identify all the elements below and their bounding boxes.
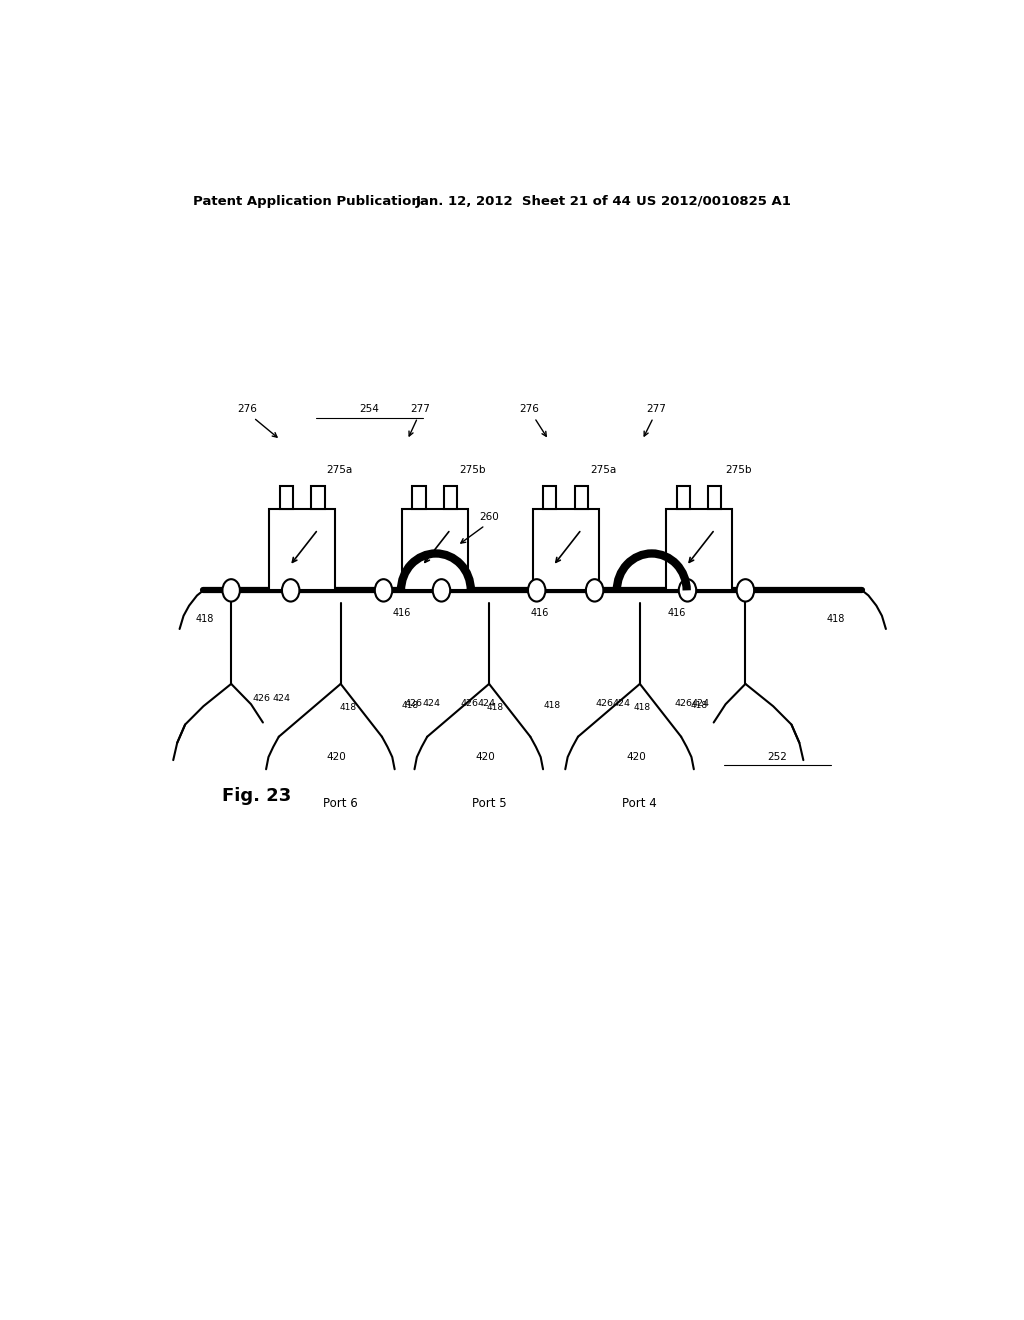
Text: 420: 420	[475, 752, 495, 762]
Text: 275b: 275b	[460, 466, 486, 475]
Bar	[311, 486, 325, 510]
Text: US 2012/0010825 A1: US 2012/0010825 A1	[636, 195, 791, 209]
Bar	[269, 510, 335, 590]
Text: Port 6: Port 6	[324, 797, 358, 810]
Text: 418: 418	[486, 704, 503, 713]
Text: 424: 424	[612, 700, 631, 709]
Bar	[532, 510, 599, 590]
Bar	[709, 486, 721, 510]
Text: 424: 424	[423, 700, 441, 709]
Text: 416: 416	[668, 607, 686, 618]
Text: 424: 424	[692, 700, 710, 709]
Circle shape	[679, 579, 696, 602]
Text: 426: 426	[252, 694, 270, 704]
Text: 420: 420	[327, 752, 346, 762]
Text: 260: 260	[479, 512, 499, 523]
Text: 424: 424	[272, 694, 290, 704]
Text: 416: 416	[393, 607, 412, 618]
Bar	[413, 486, 426, 510]
Text: Fig. 23: Fig. 23	[221, 787, 291, 804]
Bar	[401, 510, 468, 590]
Text: 418: 418	[401, 701, 418, 710]
Text: 424: 424	[478, 700, 496, 709]
Bar	[666, 510, 732, 590]
Text: 426: 426	[595, 700, 613, 709]
Circle shape	[528, 579, 546, 602]
Text: 275b: 275b	[725, 466, 752, 475]
Circle shape	[375, 579, 392, 602]
Text: Jan. 12, 2012  Sheet 21 of 44: Jan. 12, 2012 Sheet 21 of 44	[416, 195, 631, 209]
Circle shape	[586, 579, 603, 602]
Text: 275a: 275a	[591, 466, 616, 475]
Text: 277: 277	[646, 404, 666, 414]
Text: 252: 252	[767, 752, 787, 762]
Text: 420: 420	[626, 752, 646, 762]
Text: Port 5: Port 5	[472, 797, 507, 810]
Text: 418: 418	[826, 614, 845, 624]
Text: 416: 416	[530, 607, 549, 618]
Bar	[677, 486, 690, 510]
Bar	[574, 486, 588, 510]
Text: 418: 418	[340, 704, 357, 713]
Text: 426: 426	[675, 700, 692, 709]
Text: Patent Application Publication: Patent Application Publication	[194, 195, 421, 209]
Circle shape	[282, 579, 299, 602]
Text: 418: 418	[196, 614, 214, 624]
Bar	[444, 486, 457, 510]
Circle shape	[433, 579, 451, 602]
Text: 426: 426	[460, 700, 478, 709]
Text: 254: 254	[359, 404, 379, 414]
Text: 276: 276	[519, 404, 539, 414]
Text: 418: 418	[634, 704, 651, 713]
Text: 418: 418	[691, 701, 708, 710]
Bar	[544, 486, 556, 510]
Circle shape	[736, 579, 754, 602]
Bar	[280, 486, 293, 510]
Circle shape	[222, 579, 240, 602]
Text: Port 4: Port 4	[623, 797, 657, 810]
Text: 276: 276	[238, 404, 257, 414]
Text: 426: 426	[404, 700, 423, 709]
Text: 277: 277	[410, 404, 430, 414]
Text: 275a: 275a	[327, 466, 352, 475]
Text: 418: 418	[544, 701, 561, 710]
